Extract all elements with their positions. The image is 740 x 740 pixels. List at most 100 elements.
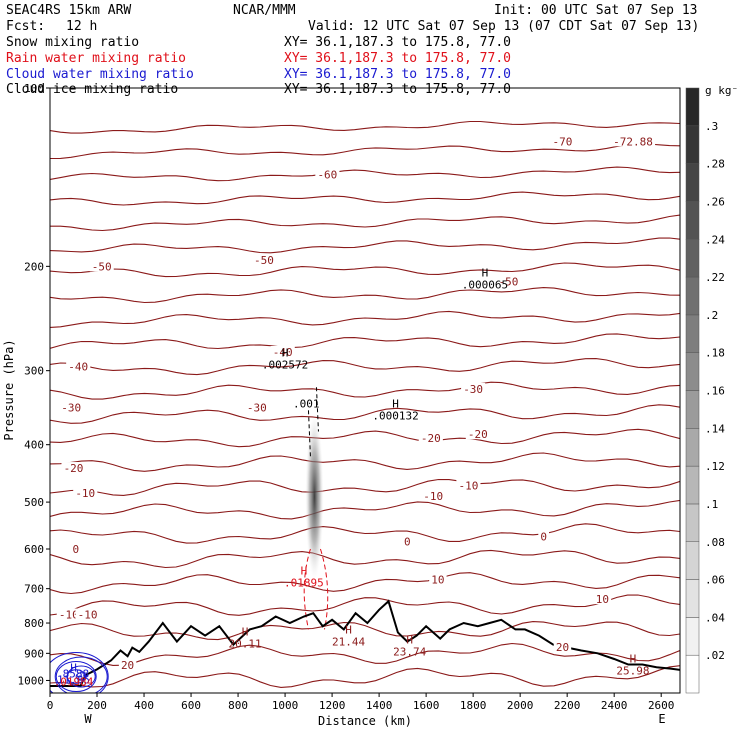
colorbar-segment [685, 352, 700, 391]
extremum-value: 21.44 [332, 635, 365, 648]
extremum-mark: H [392, 397, 399, 410]
contour-label: -70 [553, 135, 573, 148]
contour-label-bg [465, 428, 490, 440]
colorbar-tick-label: .3 [705, 120, 718, 133]
field-xy-rain: XY= 36.1,187.3 to 175.8, 77.0 [284, 51, 511, 66]
contour-label-bg [73, 487, 98, 499]
plot-area: -70 -72.88 -60 -50 -50 -50 -40 -40 -30 -30 -30 -20 -… [49, 87, 681, 694]
x-tick-label: 1400 [366, 699, 393, 712]
contour-label-bg [553, 640, 572, 652]
isotherm-line [50, 549, 680, 569]
isotherm-line [50, 452, 680, 472]
contour-label: -40 [273, 346, 293, 359]
field-xy-cloud-ice: XY= 36.1,187.3 to 175.8, 77.0 [284, 82, 511, 97]
x-tick-label: 400 [134, 699, 154, 712]
colorbar-segment [685, 201, 700, 240]
field-name-rain: Rain water mixing ratio [6, 51, 186, 66]
contour-label: -30 [247, 401, 267, 414]
isotherm-line [50, 166, 680, 182]
colorbar-segment [685, 390, 700, 429]
isotherm-line [50, 143, 680, 160]
contour-label: 20 [121, 659, 134, 672]
extremum-value: .000065 [462, 278, 508, 291]
contour-label-bg [270, 345, 295, 357]
x-axis-left-end: W [84, 712, 92, 726]
cloud-water-contour [50, 652, 109, 693]
contour-label-bg [593, 593, 612, 605]
contour-label-bg [461, 382, 486, 394]
contour-label-bg [118, 659, 137, 671]
contour-label: -72.88 [613, 135, 653, 148]
contour-label-bg [456, 479, 481, 491]
contour-label-bg [89, 260, 114, 272]
colorbar-segment [685, 125, 700, 164]
fcst-value: 12 h [66, 19, 97, 34]
extremum-value: .000132 [372, 409, 418, 422]
x-tick-label: 2600 [648, 699, 675, 712]
contour-label: -50 [254, 254, 274, 267]
contour-label: -20 [468, 428, 488, 441]
isotherm-line [50, 572, 680, 595]
contour-label-bg [56, 608, 81, 620]
colorbar-segment [685, 465, 700, 505]
colorbar-tick-label: .18 [705, 347, 725, 360]
extremum-mark: H [482, 266, 489, 279]
x-tick-label: 1000 [272, 699, 299, 712]
x-tick-label: 1600 [413, 699, 440, 712]
contour-label-bg [244, 401, 269, 413]
colorbar-segment [685, 163, 700, 202]
contour-label: -50 [498, 275, 518, 288]
contour-label: 20 [556, 641, 569, 654]
colorbar-segment [685, 541, 700, 580]
contour-label: -30 [463, 383, 483, 396]
contour-label: -10 [423, 490, 443, 503]
extremum-value: 20.11 [229, 637, 262, 650]
extremum-value: 23.74 [393, 645, 426, 658]
temperature-contours [50, 120, 680, 688]
x-tick-label: 200 [87, 699, 107, 712]
contour-label-bg [610, 135, 656, 147]
colorbar-segment [685, 314, 700, 353]
y-tick-label: 400 [24, 439, 44, 452]
contour-label-bg [429, 573, 447, 585]
y-axis: 100 200 300 400 500 600 700 800 900 1000 [18, 82, 50, 687]
extremum-value: .01984 [54, 675, 94, 688]
contour-label: -50 [92, 260, 112, 273]
valid-time: Valid: 12 UTC Sat 07 Sep 13 (07 CDT Sat … [308, 19, 699, 34]
init-time: Init: 00 UTC Sat 07 Sep 13 [494, 3, 698, 18]
colorbar-tick-label: .1 [705, 498, 718, 511]
x-tick-label: 2000 [507, 699, 534, 712]
y-tick-label: 100 [24, 82, 44, 95]
field-name-snow: Snow mixing ratio [6, 35, 139, 50]
isotherm-line [50, 594, 680, 616]
y-axis-title: Pressure (hPa) [2, 339, 16, 440]
contour-label: -10 [78, 609, 98, 622]
y-tick-label: 900 [24, 647, 44, 660]
x-tick-label: 0 [47, 699, 54, 712]
isotherm-line [50, 428, 680, 448]
contour-label: -60 [317, 169, 337, 182]
contour-label-bg [421, 489, 446, 501]
contour-label-bg [418, 432, 443, 444]
fcst-label: Fcst: [6, 19, 45, 34]
contour-label: -40 [68, 360, 88, 373]
isotherm-line [50, 333, 680, 350]
colorbar-segment [685, 428, 700, 467]
extremum-mark: H [70, 662, 77, 675]
colorbar-tick-label: .22 [705, 271, 725, 284]
y-tick-label: 600 [24, 543, 44, 556]
cloud-water-contour [75, 672, 87, 681]
extremum-value: 8588 [63, 668, 90, 681]
isotherm-line [50, 358, 680, 376]
isotherm-line [50, 523, 680, 544]
x-tick-label: 2200 [554, 699, 581, 712]
x-tick-label: 1200 [319, 699, 346, 712]
contour-labels: -70 -72.88 -60 -50 -50 -50 -40 -40 -30 -30 -30 -20 -… [56, 135, 656, 672]
isotherm-line [50, 120, 680, 134]
colorbar-segment [685, 579, 700, 618]
contour-label-bg [59, 401, 84, 413]
extremum-mark: H [406, 633, 413, 646]
y-tick-label: 300 [24, 365, 44, 378]
isotherm-line [50, 499, 680, 520]
